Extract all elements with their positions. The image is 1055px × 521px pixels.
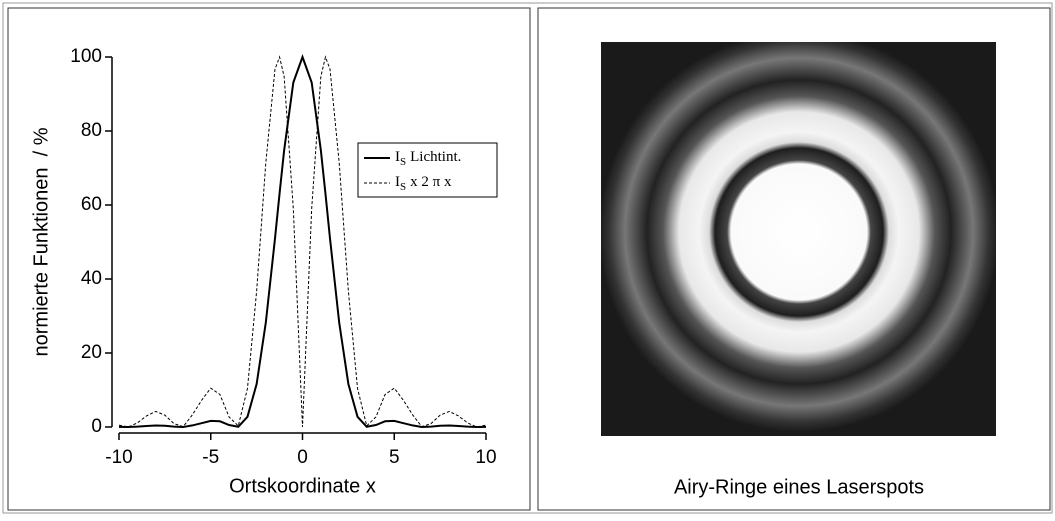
x-tick-label: 10 [475,447,496,468]
y-tick-label: 60 [81,194,102,215]
data-line [118,55,487,428]
legend-label: IS x 2 π x [395,174,452,192]
x-axis-label: Ortskoordinate x [229,475,376,497]
image-caption: Airy-Ringe eines Laserspots [674,476,924,498]
y-tick-label: 100 [70,46,102,67]
y-tick-label: 40 [81,268,102,289]
legend-symbol: I [395,149,400,165]
x-tick-label: -10 [105,447,132,468]
airy-rings [601,42,996,432]
legend-label: IS Lichtint. [395,149,461,167]
legend-name: Lichtint. [410,149,461,165]
y-tick-label: 80 [81,120,102,141]
image-panel [537,7,1051,511]
x-tick-label: 5 [389,447,400,468]
y-axis-label: normierte Funktionen / % [30,127,52,356]
chart: 0 20 40 60 80 100 -10 -5 0 5 10 Ortskoordinate x nor… [30,46,498,497]
legend-box [357,142,498,198]
x-tick-label: -5 [202,447,219,468]
legend-subscript: S [400,156,406,168]
legend-symbol: I [395,174,400,190]
x-tick-label: 0 [297,447,308,468]
outer-frame [2,2,1053,514]
y-tick-label: 0 [91,416,102,437]
data-line [118,54,487,429]
chart-panel [7,7,531,511]
y-tick-label: 20 [81,342,102,363]
legend-name: x 2 π x [410,174,452,190]
legend-subscript: S [400,181,406,193]
